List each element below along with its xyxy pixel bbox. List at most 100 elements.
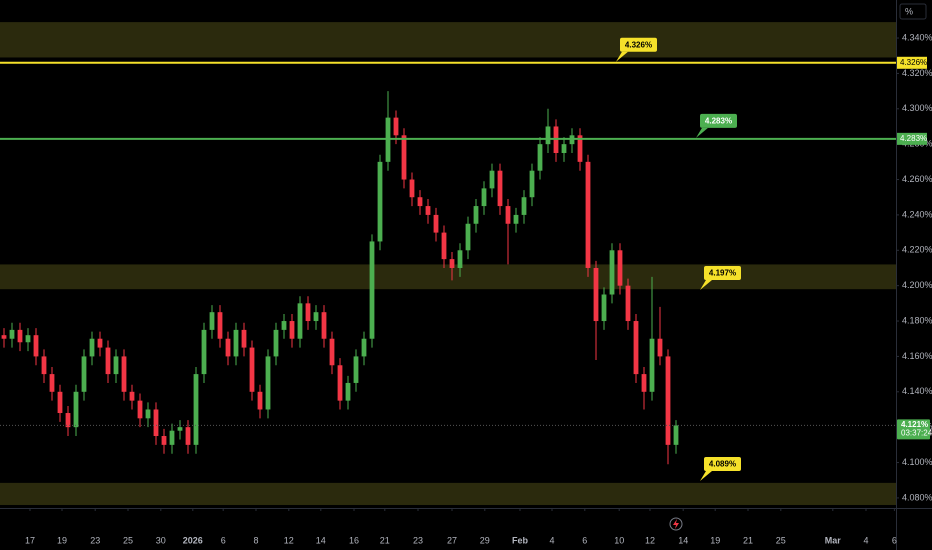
x-tick-label: 17 [25,535,35,545]
candle-body [585,161,591,268]
candle-body [281,321,287,330]
callout-box [620,37,657,52]
candle-body [521,197,527,215]
x-tick-label: 23 [413,535,423,545]
candle-body [137,400,143,419]
candle-body [249,347,255,392]
callout-box [700,113,737,128]
callout-box [704,456,741,471]
y-tick-label: 4.320% [902,68,932,78]
y-tick-label: 4.300% [902,103,932,113]
x-tick-label: 19 [57,535,67,545]
zone [0,22,896,58]
axis-level-box [897,56,927,69]
candle-body [201,329,207,375]
candle-body [489,170,495,189]
y-tick-label: 4.200% [902,280,932,290]
x-tick-label: 23 [90,535,100,545]
last-price-countdown: 03:37:24 [901,429,932,438]
candle-body [217,312,223,339]
candle-body [345,382,351,401]
candle-body [1,335,7,339]
candle-body [465,223,471,251]
axis-level-label: 4.283% [900,134,927,143]
candle-body [49,374,55,392]
candle-body [329,338,335,366]
candle-body [625,285,631,322]
zone [0,264,896,290]
callout-pointer [700,470,712,481]
candle-body [185,427,191,445]
x-tick-label: 21 [380,535,390,545]
candle-body [81,356,87,392]
x-tick-label: 12 [284,535,294,545]
icon-ring [669,517,683,531]
x-tick-label: 4 [863,535,868,545]
candle-body [297,303,303,339]
candle-body [361,338,367,357]
candle-body [129,391,135,401]
axes: 4.080%4.100%4.120%4.140%4.160%4.180%4.20… [25,32,932,545]
candle-body [145,409,151,419]
candle-body [265,356,271,410]
x-tick-label: 4 [549,535,554,545]
y-tick-label: 4.180% [902,315,932,325]
candle-body [433,214,439,233]
callout-label: 4.089% [709,460,736,469]
candle-body [497,170,503,207]
replay-icon[interactable] [669,517,683,531]
candle-body [233,329,239,357]
candle-body [609,250,615,295]
candle-body [473,206,479,224]
candle-body [545,126,551,145]
x-tick-label: 21 [743,535,753,545]
x-tick-label: 6 [582,535,587,545]
callout-label: 4.197% [709,269,736,278]
icon-bolt [673,519,679,529]
x-tick-label: 6 [892,535,897,545]
candle-body [169,430,175,445]
y-tick-label: 4.220% [902,245,932,255]
candle-body [337,365,343,401]
candle-body [41,356,47,375]
x-tick-label: Feb [512,535,529,545]
y-tick-label: 4.100% [902,457,932,467]
candle-body [417,197,423,207]
candle-body [97,338,103,348]
callout-pointer [616,51,628,62]
x-tick-label: Mar [825,535,842,545]
axis-unit: % [905,6,913,16]
unit-button[interactable] [899,3,927,20]
candle-body [377,161,383,242]
callout-label: 4.283% [705,116,732,125]
candle-body [161,436,167,445]
candle-body [193,374,199,445]
candle-body [425,206,431,215]
candle-body [665,356,671,445]
candle-body [105,347,111,375]
candle-body [113,356,119,375]
x-tick-label: 25 [776,535,786,545]
candle-body [393,117,399,136]
y-tick-label: 4.140% [902,386,932,396]
candle-body [481,188,487,207]
callout-box [704,265,741,280]
x-tick-label: 19 [710,535,720,545]
candles [1,91,679,465]
callout-label: 4.326% [625,40,652,49]
zones [0,22,896,505]
axis-level-box [897,132,927,145]
candle-body [561,144,567,154]
candle-body [537,144,543,171]
candle-body [369,241,375,339]
candle-body [25,335,31,343]
candle-body [17,329,23,343]
candle-body [409,179,415,198]
x-tick-label: 29 [480,535,490,545]
x-tick-label: 14 [316,535,326,545]
axis-level-label: 4.326% [900,58,927,67]
candle-body [673,425,679,445]
candle-body [649,338,655,392]
candle-body [9,329,15,339]
